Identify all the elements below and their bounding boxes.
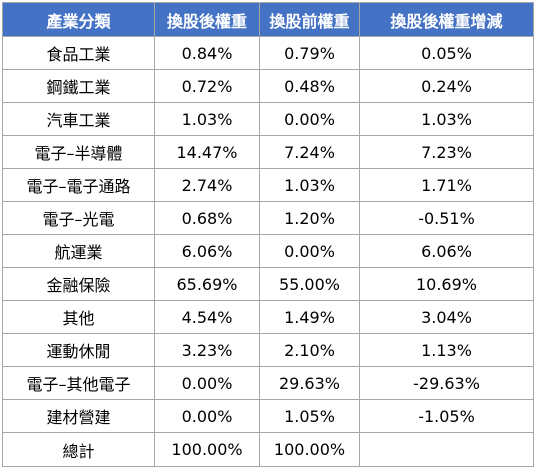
- weight-after-cell: 2.74%: [154, 168, 260, 202]
- weight-change-cell: 0.24%: [359, 69, 534, 103]
- weight-before-cell: 7.24%: [259, 135, 360, 169]
- industry-cell: 食品工業: [2, 36, 155, 70]
- weight-after-cell: 3.23%: [154, 333, 260, 367]
- weight-change-cell: 3.04%: [359, 300, 534, 334]
- weight-after-cell: 0.00%: [154, 399, 260, 433]
- weight-change-cell: -29.63%: [359, 366, 534, 400]
- table-row: 汽車工業 1.03% 0.00% 1.03%: [2, 102, 534, 136]
- weight-before-cell: 0.00%: [259, 102, 360, 136]
- weight-after-cell: 6.06%: [154, 234, 260, 268]
- header-weight-change: 換股後權重增減: [359, 2, 534, 37]
- weight-after-cell: 0.68%: [154, 201, 260, 235]
- industry-cell: 汽車工業: [2, 102, 155, 136]
- industry-cell: 金融保險: [2, 267, 155, 301]
- industry-cell: 建材營建: [2, 399, 155, 433]
- weight-change-cell: 1.71%: [359, 168, 534, 202]
- header-row: 產業分類 換股後權重 換股前權重 換股後權重增減: [2, 2, 534, 37]
- industry-cell: 電子–光電: [2, 201, 155, 235]
- weight-after-cell: 4.54%: [154, 300, 260, 334]
- weight-before-cell: 1.49%: [259, 300, 360, 334]
- weight-before-cell: 0.48%: [259, 69, 360, 103]
- weight-change-cell: 0.05%: [359, 36, 534, 70]
- total-label-cell: 總計: [2, 432, 155, 467]
- weight-change-cell: 6.06%: [359, 234, 534, 268]
- industry-cell: 電子–電子通路: [2, 168, 155, 202]
- table-row: 航運業 6.06% 0.00% 6.06%: [2, 234, 534, 268]
- total-weight-before-cell: 100.00%: [259, 432, 360, 467]
- table-row: 電子–半導體 14.47% 7.24% 7.23%: [2, 135, 534, 169]
- table-row: 電子–電子通路 2.74% 1.03% 1.71%: [2, 168, 534, 202]
- industry-cell: 電子–半導體: [2, 135, 155, 169]
- weight-after-cell: 0.72%: [154, 69, 260, 103]
- weight-before-cell: 55.00%: [259, 267, 360, 301]
- weight-change-cell: 1.03%: [359, 102, 534, 136]
- weight-before-cell: 29.63%: [259, 366, 360, 400]
- total-weight-after-cell: 100.00%: [154, 432, 260, 467]
- weight-before-cell: 1.20%: [259, 201, 360, 235]
- table-row: 電子–其他電子 0.00% 29.63% -29.63%: [2, 366, 534, 400]
- weight-change-cell: 10.69%: [359, 267, 534, 301]
- weight-change-cell: 7.23%: [359, 135, 534, 169]
- header-weight-after: 換股後權重: [154, 2, 260, 37]
- header-industry: 產業分類: [2, 2, 155, 37]
- table-row: 建材營建 0.00% 1.05% -1.05%: [2, 399, 534, 433]
- weight-before-cell: 0.79%: [259, 36, 360, 70]
- table-row: 其他 4.54% 1.49% 3.04%: [2, 300, 534, 334]
- industry-weight-table: 產業分類 換股後權重 換股前權重 換股後權重增減 食品工業 0.84% 0.79…: [2, 2, 534, 467]
- total-weight-change-cell: [359, 432, 534, 467]
- industry-cell: 鋼鐵工業: [2, 69, 155, 103]
- industry-cell: 電子–其他電子: [2, 366, 155, 400]
- industry-cell: 其他: [2, 300, 155, 334]
- weight-after-cell: 14.47%: [154, 135, 260, 169]
- weight-after-cell: 65.69%: [154, 267, 260, 301]
- weight-before-cell: 1.03%: [259, 168, 360, 202]
- weight-after-cell: 0.00%: [154, 366, 260, 400]
- table-row: 電子–光電 0.68% 1.20% -0.51%: [2, 201, 534, 235]
- weight-before-cell: 2.10%: [259, 333, 360, 367]
- table-row: 金融保險 65.69% 55.00% 10.69%: [2, 267, 534, 301]
- header-weight-before: 換股前權重: [259, 2, 360, 37]
- total-row: 總計 100.00% 100.00%: [2, 432, 534, 467]
- industry-cell: 運動休閒: [2, 333, 155, 367]
- weight-before-cell: 1.05%: [259, 399, 360, 433]
- weight-before-cell: 0.00%: [259, 234, 360, 268]
- table-row: 鋼鐵工業 0.72% 0.48% 0.24%: [2, 69, 534, 103]
- weight-change-cell: 1.13%: [359, 333, 534, 367]
- industry-cell: 航運業: [2, 234, 155, 268]
- weight-after-cell: 1.03%: [154, 102, 260, 136]
- weight-change-cell: -0.51%: [359, 201, 534, 235]
- weight-after-cell: 0.84%: [154, 36, 260, 70]
- weight-change-cell: -1.05%: [359, 399, 534, 433]
- table-row: 食品工業 0.84% 0.79% 0.05%: [2, 36, 534, 70]
- table-row: 運動休閒 3.23% 2.10% 1.13%: [2, 333, 534, 367]
